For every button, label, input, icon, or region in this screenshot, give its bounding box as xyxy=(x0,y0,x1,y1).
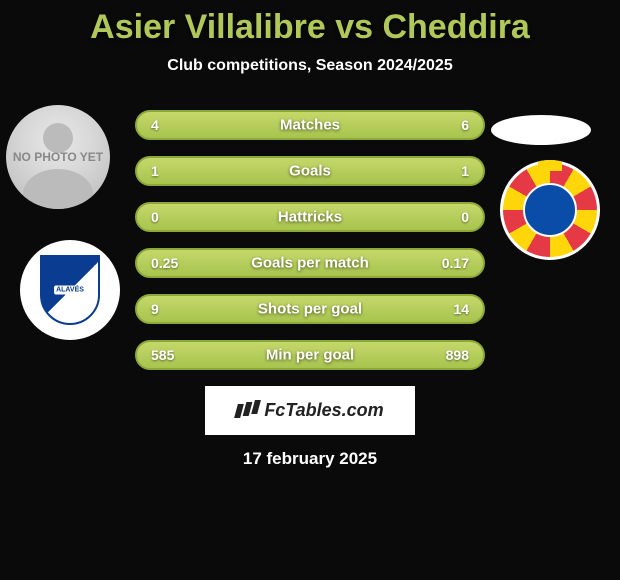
player-left-avatar: NO PHOTO YET xyxy=(6,105,110,209)
stat-label: Min per goal xyxy=(266,347,354,364)
stat-right-value: 6 xyxy=(429,117,469,133)
branding-text: FcTables.com xyxy=(264,400,383,421)
stat-right-value: 898 xyxy=(429,347,469,363)
stat-row: 4 Matches 6 xyxy=(135,110,485,140)
avatar-placeholder-text: NO PHOTO YET xyxy=(13,150,103,164)
content-area: NO PHOTO YET 4 Matches 6 1 Goals 1 0 Hat… xyxy=(0,110,620,469)
player-right-ellipse xyxy=(491,115,591,145)
stat-label: Hattricks xyxy=(278,209,342,226)
stat-label: Shots per goal xyxy=(258,301,362,318)
stat-row: 585 Min per goal 898 xyxy=(135,340,485,370)
stat-left-value: 585 xyxy=(151,347,191,363)
alaves-crest-icon xyxy=(40,255,100,325)
season-subtitle: Club competitions, Season 2024/2025 xyxy=(0,57,620,75)
stat-left-value: 9 xyxy=(151,301,191,317)
stat-label: Goals xyxy=(289,163,331,180)
club-right-badge xyxy=(500,160,600,260)
stat-right-value: 14 xyxy=(429,301,469,317)
stat-right-value: 0.17 xyxy=(429,255,469,271)
comparison-title: Asier Villalibre vs Cheddira xyxy=(0,0,620,47)
stat-right-value: 1 xyxy=(429,163,469,179)
player-left-block: NO PHOTO YET xyxy=(6,105,110,209)
stat-row: 1 Goals 1 xyxy=(135,156,485,186)
snapshot-date: 17 february 2025 xyxy=(0,449,620,469)
stats-table: 4 Matches 6 1 Goals 1 0 Hattricks 0 0.25… xyxy=(135,110,485,370)
stat-row: 0.25 Goals per match 0.17 xyxy=(135,248,485,278)
club-left-badge xyxy=(20,240,120,340)
stat-row: 0 Hattricks 0 xyxy=(135,202,485,232)
stat-left-value: 0.25 xyxy=(151,255,191,271)
stat-left-value: 4 xyxy=(151,117,191,133)
stat-label: Goals per match xyxy=(251,255,369,272)
branding-box: FcTables.com xyxy=(205,386,415,435)
stat-left-value: 1 xyxy=(151,163,191,179)
stat-label: Matches xyxy=(280,117,340,134)
branding-logo-icon xyxy=(236,402,260,420)
stat-left-value: 0 xyxy=(151,209,191,225)
stat-row: 9 Shots per goal 14 xyxy=(135,294,485,324)
stat-right-value: 0 xyxy=(429,209,469,225)
espanyol-crest-icon xyxy=(503,163,597,257)
